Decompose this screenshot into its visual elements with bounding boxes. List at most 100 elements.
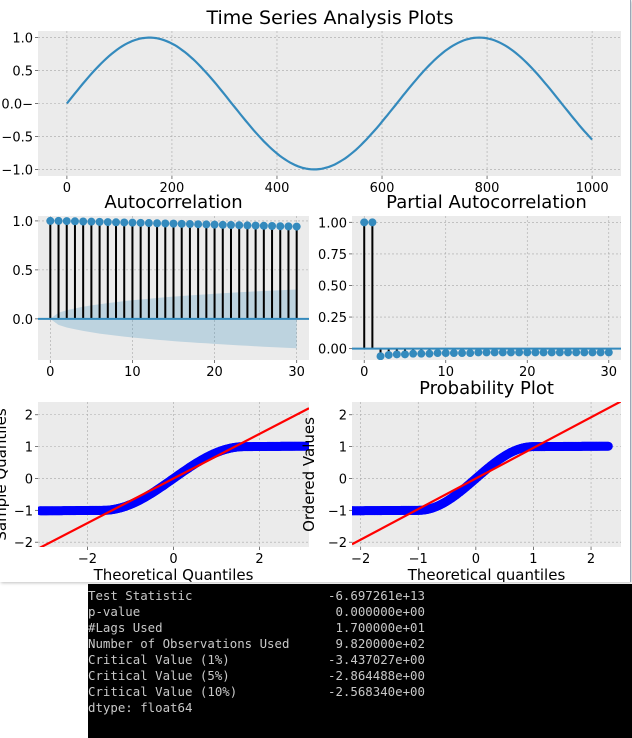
fit-line [38,407,309,547]
stem-marker [523,348,532,357]
console-label: Test Statistic [88,588,193,603]
x-tick-label: 30 [288,365,305,380]
y-tick-label: 2 [25,409,33,424]
y-tick-label: 0.0 [12,313,33,328]
y-tick-label: −1 [328,504,347,519]
stem-marker [498,348,507,357]
stem-marker [555,348,564,357]
chart-acf: 0 10 20 30 1.0 0.5 0.0 Autocorrelation [12,192,309,380]
y-tick-label: 0 [339,472,347,487]
stem-marker [564,348,573,357]
console-label: Critical Value (10%) [88,684,238,699]
fit-line [352,402,621,546]
y-tick-label: 2 [339,409,347,424]
x-tick-label: 2 [255,552,263,567]
y-tick-label: 0.5 [12,264,33,279]
y-tick-label: −1 [14,504,33,519]
stem-marker [384,350,393,359]
stem-marker [103,218,112,227]
x-tick-label: −1 [409,552,428,567]
x-tick-label: 0 [472,552,480,567]
console-label: Critical Value (5%) [88,668,230,683]
y-tick-label: 0.25 [318,311,347,326]
x-tick-label: 1000 [576,181,609,196]
y-axis-label: Sample Quantiles [0,408,10,540]
y-tick-label: 1.0 [12,215,33,230]
stem-marker [531,348,540,357]
stem-marker [87,217,96,226]
console-value: -2.568340e+00 [328,684,425,699]
y-tick-label: 1.00 [318,216,347,231]
series-line [66,36,593,171]
y-tick-label: 0.0− [1,98,33,113]
stem-marker [120,218,129,227]
console-value: 0.000000e+00 [328,604,425,619]
console-value: 9.820000e+02 [328,636,425,651]
stem-marker [400,350,409,359]
stem-marker [210,220,219,229]
y-tick-label: 0.50 [318,279,347,294]
y-tick-label: 0 [25,472,33,487]
x-axis-label: Theoretical Quantiles [93,566,254,582]
x-tick-label: 200 [160,181,185,196]
stem-marker [368,218,377,227]
x-tick-label: 10 [124,365,141,380]
console-label: dtype: float64 [88,700,193,715]
console-line: #Lags Used 1.700000e+01 [88,620,425,636]
stem-marker [482,348,491,357]
figure-suptitle: Time Series Analysis Plots [205,7,453,29]
chart-title: Probability Plot [419,378,554,399]
y-tick-label: −2 [14,536,33,551]
stem-marker [177,219,186,228]
y-tick-label: −1.0 [1,163,33,178]
console-line: p-value 0.000000e+00 [88,604,425,620]
console-line: Critical Value (1%) -3.437027e+00 [88,652,425,668]
stem-marker [604,348,613,357]
stem-marker [284,222,293,231]
stem-marker [506,348,515,357]
plot-area [38,31,621,176]
chart-title: Autocorrelation [104,192,242,213]
x-tick-label: 800 [475,181,500,196]
stem-marker [54,216,63,225]
stem-marker [112,218,121,227]
stem-marker [259,221,268,230]
x-tick-label: −2 [351,552,370,567]
stem-marker [169,219,178,228]
stem-marker [292,222,301,231]
x-tick-label: 20 [519,365,536,380]
stem-marker [539,348,548,357]
y-tick-label: 0.75 [318,248,347,263]
x-tick-label: 20 [206,365,223,380]
stem-marker [417,349,426,358]
y-tick-label: 1 [25,441,33,456]
stem-marker [218,220,227,229]
chart-pacf: 0 10 20 30 1.00 0.75 0.50 0.25 0.00 Partial Autoc… [318,192,621,380]
x-tick-label: −2 [78,552,97,567]
stem-marker [449,349,458,358]
stem-marker [243,221,252,230]
stem-marker [433,349,442,358]
console-line: Test Statistic -6.697261e+13 [88,588,425,604]
stem-marker [161,219,170,228]
stem-marker [572,348,581,357]
x-tick-label: 0 [46,365,54,380]
stem-marker [588,348,597,357]
stem-marker [46,216,55,225]
stem-marker [62,217,71,226]
chart-ts: 0 200 400 600 800 1000 1.0 0.5 0.0− −0.5 −1.0 [1,31,621,196]
console-line: Number of Observations Used 9.820000e+02 [88,636,425,652]
console-line: dtype: float64 [88,700,192,716]
stem-marker [128,218,137,227]
qq-point [603,441,613,451]
console-line: Critical Value (10%) -2.568340e+00 [88,684,425,700]
stem-marker [409,349,418,358]
chart-prob: −2 −1 0 1 2 2 1 0 −1 −2 Probability Plot Theoretica… [300,378,621,582]
y-tick-label: −2 [328,536,347,551]
stem-marker [596,348,605,357]
y-tick-label: 0.00 [318,343,347,358]
stem-marker [490,348,499,357]
stem-marker [136,218,145,227]
stem-marker [268,221,277,230]
